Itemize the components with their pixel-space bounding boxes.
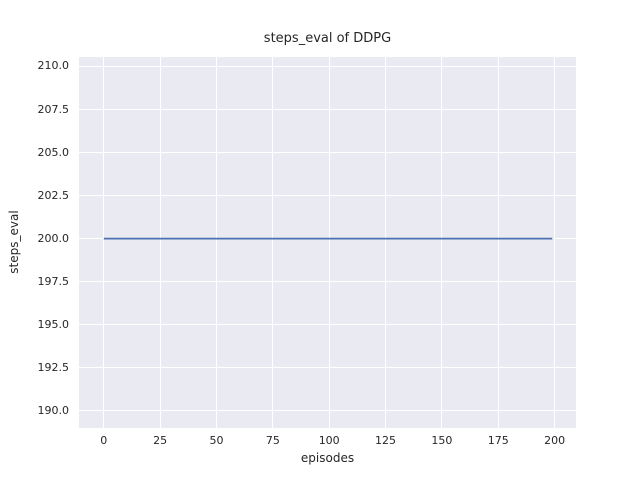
x-tick-label: 150	[431, 434, 453, 447]
gridline-vertical	[103, 57, 105, 428]
y-tick-label: 195.0	[37, 317, 70, 331]
y-tick-label: 202.5	[37, 188, 70, 202]
y-tick-label: 197.5	[37, 274, 70, 288]
x-tick-label: 125	[375, 434, 397, 447]
x-tick-label: 0	[100, 434, 108, 447]
y-tick-label: 200.0	[37, 231, 70, 245]
gridline-vertical	[497, 57, 499, 428]
y-tick-label: 190.0	[37, 403, 70, 417]
y-tick-label: 207.5	[37, 102, 70, 116]
y-tick-label: 210.0	[37, 59, 70, 73]
plot-area	[79, 57, 576, 428]
gridline-vertical	[554, 57, 556, 428]
gridline-horizontal	[79, 410, 576, 412]
gridline-vertical	[159, 57, 161, 428]
gridline-horizontal	[79, 109, 576, 110]
gridline-vertical	[441, 57, 443, 428]
gridline-horizontal	[79, 281, 576, 283]
y-tick-label: 192.5	[37, 360, 70, 374]
gridline-horizontal	[79, 152, 576, 154]
x-tick-label: 50	[209, 434, 224, 447]
gridline-vertical	[328, 57, 330, 428]
x-tick-label: 200	[544, 434, 566, 447]
x-tick-label: 100	[318, 434, 340, 447]
gridline-vertical	[272, 57, 274, 428]
line-series-steps-eval	[103, 237, 553, 240]
gridline-horizontal	[79, 324, 576, 326]
x-tick-label: 75	[265, 434, 280, 447]
gridline-vertical	[385, 57, 387, 428]
x-axis-label: episodes	[300, 451, 355, 465]
chart-title: steps_eval of DDPG	[263, 31, 392, 46]
x-tick-label: 25	[153, 434, 168, 447]
gridline-horizontal	[79, 195, 576, 197]
gridline-vertical	[215, 57, 217, 428]
gridline-horizontal	[79, 367, 576, 369]
y-tick-label: 205.0	[37, 145, 70, 159]
x-tick-label: 175	[487, 434, 509, 447]
gridline-horizontal	[79, 65, 576, 67]
